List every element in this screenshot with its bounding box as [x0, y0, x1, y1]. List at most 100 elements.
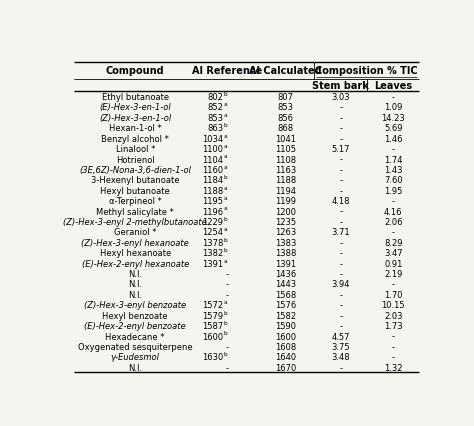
Text: a: a: [223, 164, 227, 170]
Text: -: -: [339, 238, 342, 247]
Text: -: -: [392, 93, 395, 102]
Text: b: b: [223, 310, 227, 315]
Text: 1378: 1378: [202, 238, 223, 247]
Text: a: a: [223, 206, 227, 211]
Text: 7.60: 7.60: [384, 176, 403, 185]
Text: (Z)-Hex-3-enyl benzoate: (Z)-Hex-3-enyl benzoate: [84, 301, 186, 310]
Text: (Z)-Hex-3-en-1-ol: (Z)-Hex-3-en-1-ol: [99, 114, 172, 123]
Text: 1670: 1670: [275, 363, 296, 372]
Text: 1194: 1194: [275, 186, 296, 195]
Text: 1034: 1034: [202, 134, 223, 144]
Text: Leaves: Leaves: [374, 81, 412, 91]
Text: 1195: 1195: [202, 197, 223, 206]
Text: a: a: [223, 144, 227, 149]
Text: 1576: 1576: [275, 301, 296, 310]
Text: 1391: 1391: [202, 259, 223, 268]
Text: 1160: 1160: [202, 166, 223, 175]
Text: Oxygenated sesquiterpene: Oxygenated sesquiterpene: [78, 342, 192, 351]
Text: -: -: [339, 124, 342, 133]
Text: b: b: [223, 331, 227, 336]
Text: a: a: [223, 196, 227, 201]
Text: 1163: 1163: [275, 166, 296, 175]
Text: -: -: [339, 103, 342, 112]
Text: N.I.: N.I.: [128, 363, 142, 372]
Text: (Z)-Hex-3-enyl hexanoate: (Z)-Hex-3-enyl hexanoate: [82, 238, 189, 247]
Text: 5.17: 5.17: [331, 145, 350, 154]
Text: 1582: 1582: [275, 311, 296, 320]
Text: α-Terpineol *: α-Terpineol *: [109, 197, 162, 206]
Text: Hexadecane *: Hexadecane *: [106, 332, 165, 341]
Text: Stem bark: Stem bark: [312, 81, 369, 91]
Text: a: a: [223, 102, 227, 107]
Text: 4.16: 4.16: [384, 207, 402, 216]
Text: -: -: [392, 228, 395, 237]
Text: 1587: 1587: [202, 321, 223, 330]
Text: 1.46: 1.46: [384, 134, 402, 144]
Text: a: a: [223, 185, 227, 190]
Text: -: -: [392, 280, 395, 289]
Text: 1.74: 1.74: [384, 155, 402, 164]
Text: 1235: 1235: [275, 218, 296, 227]
Text: 863: 863: [207, 124, 223, 133]
Text: -: -: [225, 280, 228, 289]
Text: 1196: 1196: [202, 207, 223, 216]
Text: 868: 868: [277, 124, 293, 133]
Text: 0.91: 0.91: [384, 259, 402, 268]
Text: 3.71: 3.71: [331, 228, 350, 237]
Text: 1.73: 1.73: [384, 321, 403, 330]
Text: 1.43: 1.43: [384, 166, 402, 175]
Text: 1229: 1229: [202, 218, 223, 227]
Text: a: a: [223, 258, 227, 263]
Text: 1188: 1188: [202, 186, 223, 195]
Text: 1391: 1391: [275, 259, 296, 268]
Text: 5.69: 5.69: [384, 124, 402, 133]
Text: (3E,6Z)-Nona-3,6-dien-1-ol: (3E,6Z)-Nona-3,6-dien-1-ol: [79, 166, 191, 175]
Text: 1105: 1105: [275, 145, 296, 154]
Text: a: a: [223, 112, 227, 118]
Text: 3.47: 3.47: [384, 249, 403, 258]
Text: -: -: [339, 186, 342, 195]
Text: -: -: [339, 218, 342, 227]
Text: 10.15: 10.15: [382, 301, 405, 310]
Text: 2.06: 2.06: [384, 218, 402, 227]
Text: 1199: 1199: [275, 197, 296, 206]
Text: 3.75: 3.75: [331, 342, 350, 351]
Text: b: b: [223, 351, 227, 357]
Text: Linalool *: Linalool *: [116, 145, 155, 154]
Text: 1572: 1572: [202, 301, 223, 310]
Text: 8.29: 8.29: [384, 238, 402, 247]
Text: -: -: [225, 290, 228, 299]
Text: 1.09: 1.09: [384, 103, 402, 112]
Text: 1590: 1590: [275, 321, 296, 330]
Text: 807: 807: [277, 93, 293, 102]
Text: 1108: 1108: [275, 155, 296, 164]
Text: -: -: [339, 269, 342, 278]
Text: -: -: [392, 352, 395, 362]
Text: Hexyl benzoate: Hexyl benzoate: [102, 311, 168, 320]
Text: 802: 802: [207, 93, 223, 102]
Text: -: -: [225, 269, 228, 278]
Text: b: b: [223, 175, 227, 180]
Text: b: b: [223, 248, 227, 253]
Text: 1254: 1254: [202, 228, 223, 237]
Text: 1568: 1568: [275, 290, 296, 299]
Text: 1041: 1041: [275, 134, 296, 144]
Text: (E)-Hex-3-en-1-ol: (E)-Hex-3-en-1-ol: [100, 103, 171, 112]
Text: (E)-Hex-2-enyl benzoate: (E)-Hex-2-enyl benzoate: [84, 321, 186, 330]
Text: 2.03: 2.03: [384, 311, 402, 320]
Text: a: a: [223, 299, 227, 305]
Text: Benzyl alcohol *: Benzyl alcohol *: [101, 134, 169, 144]
Text: -: -: [339, 363, 342, 372]
Text: 1.70: 1.70: [384, 290, 402, 299]
Text: -: -: [392, 342, 395, 351]
Text: 1383: 1383: [275, 238, 296, 247]
Text: Hotrienol: Hotrienol: [116, 155, 155, 164]
Text: -: -: [339, 155, 342, 164]
Text: Ethyl butanoate: Ethyl butanoate: [102, 93, 169, 102]
Text: N.I.: N.I.: [128, 280, 142, 289]
Text: 1.32: 1.32: [384, 363, 402, 372]
Text: 1184: 1184: [202, 176, 223, 185]
Text: -: -: [339, 114, 342, 123]
Text: Geraniol *: Geraniol *: [114, 228, 156, 237]
Text: 1579: 1579: [202, 311, 223, 320]
